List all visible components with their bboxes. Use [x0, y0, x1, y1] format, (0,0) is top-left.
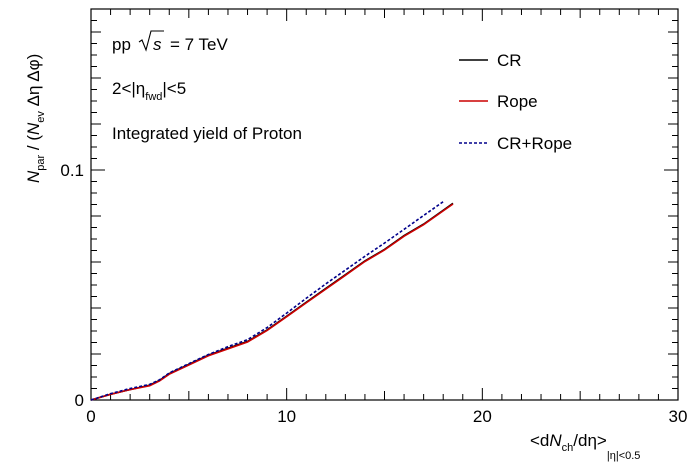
y-axis-label-N: N [24, 170, 43, 183]
annotation-eta-cut: 2<|ηfwd|<5 [112, 79, 186, 103]
axis-ticks [90, 8, 679, 401]
x-tick-label: 30 [669, 407, 688, 426]
annotation-system: pp [112, 35, 131, 54]
x-axis-label-range: |η|<0.5 [607, 450, 641, 462]
legend-label-rope: Rope [497, 92, 538, 111]
y-axis-label-N2: N [24, 122, 43, 135]
series-line-rope [90, 203, 454, 401]
y-axis-label-mid: / ( [24, 135, 43, 155]
x-tick-label: 0 [86, 407, 95, 426]
x-axis-label: <dNch/dη>|η|<0.5 [530, 431, 640, 462]
annotation-s: s [153, 35, 162, 54]
y-axis-label: Npar / (Nev Δη Δφ) [24, 54, 47, 183]
annotation-energy: pp s = 7 TeV [112, 30, 228, 54]
x-axis-label-post: /dη> [573, 431, 607, 450]
annotation-eta-sub: fwd [145, 91, 162, 103]
plot-frame [90, 8, 679, 401]
x-axis-label-N: N [549, 431, 562, 450]
y-axis-label-post: Δη Δφ) [24, 54, 43, 111]
annotation-eta-tail: |<5 [162, 79, 186, 98]
y-tick-label: 0.1 [60, 161, 84, 180]
legend-label-cr-rope: CR+Rope [497, 134, 572, 153]
series-line-cr [90, 202, 454, 401]
x-axis-label-pre: <d [530, 431, 549, 450]
series-line-cr-rope [90, 201, 444, 401]
tick-labels: 0 10 20 30 0 0.1 [60, 161, 687, 426]
annotation-yield: Integrated yield of Proton [112, 124, 302, 143]
y-tick-label: 0 [75, 391, 84, 410]
annotation-eta-main: 2<|η [112, 79, 145, 98]
y-axis-label-sub1: par [35, 154, 47, 170]
x-axis-label-sub: ch [562, 442, 574, 454]
sqrt-symbol [138, 30, 164, 52]
x-tick-label: 10 [277, 407, 296, 426]
legend: CR Rope CR+Rope [459, 51, 572, 153]
x-tick-label: 20 [473, 407, 492, 426]
y-axis-label-sub2: ev [35, 111, 47, 123]
legend-label-cr: CR [497, 51, 522, 70]
annotation-energy-value: = 7 TeV [170, 35, 228, 54]
series-lines [90, 201, 454, 401]
